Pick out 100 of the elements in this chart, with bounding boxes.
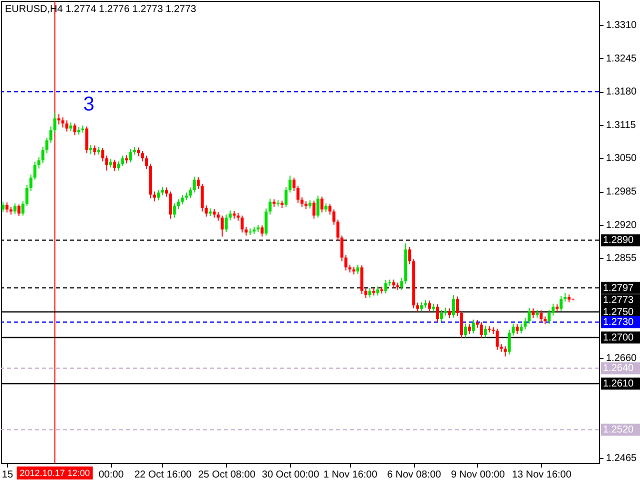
candlestick: [180, 194, 184, 205]
annotation: 3: [83, 94, 94, 116]
y-tick-label: 1.2465: [606, 452, 638, 464]
x-tick-label: 6 Nov 08:00: [387, 470, 442, 480]
candlestick: [141, 150, 144, 162]
candlestick: [200, 183, 204, 212]
ref-line-label: 1.2700: [603, 332, 634, 344]
candlestick: [53, 112, 56, 134]
candlestick: [284, 186, 288, 208]
candlestick: [512, 323, 515, 336]
candlestick: [41, 146, 44, 164]
x-tick-label: 9 Nov 00:00: [450, 470, 506, 480]
y-tick-label: 1.3180: [606, 86, 638, 98]
candlestick: [540, 310, 543, 323]
candlestick: [452, 294, 455, 318]
candlestick: [328, 203, 332, 216]
candlestick: [101, 148, 104, 162]
candlestick: [89, 144, 92, 155]
candlestick: [312, 200, 316, 220]
candlestick: [532, 308, 535, 319]
candlestick: [13, 202, 16, 215]
candlestick: [204, 204, 208, 218]
candlestick: [164, 186, 168, 198]
y-tick-label: 1.3245: [606, 53, 638, 64]
candlestick: [85, 126, 88, 154]
candlestick: [460, 310, 463, 339]
y-tick-label: 1.3115: [606, 120, 636, 131]
candlestick: [376, 286, 380, 296]
candlestick: [121, 155, 124, 166]
y-tick-label: 1.2920: [606, 220, 638, 231]
candlestick: [316, 195, 320, 218]
candlestick: [408, 246, 412, 265]
candlestick: [220, 215, 224, 238]
candlestick: [508, 329, 511, 355]
x-tick-label: 2012.10.17 12:00: [20, 468, 90, 478]
x-tick-label: 1 Nov 16:00: [323, 470, 378, 480]
candlestick: [524, 318, 527, 330]
candlestick: [192, 176, 196, 194]
candlestick: [2, 201, 4, 213]
candlestick: [428, 300, 432, 312]
candlestick: [145, 155, 148, 170]
y-tick-label: 1.2985: [606, 186, 638, 198]
ref-line-label: 1.2797: [603, 282, 634, 294]
candlestick: [260, 224, 264, 238]
candlestick: [384, 280, 388, 294]
x-tick-label: 00:00: [98, 470, 124, 480]
ref-line-label: 1.2730: [603, 317, 634, 328]
candlestick: [468, 324, 471, 334]
candlestick: [364, 288, 368, 299]
candlestick: [528, 307, 531, 324]
candlestick: [17, 204, 20, 217]
y-tick-label: 1.3310: [606, 20, 638, 32]
y-tick-label: 1.2660: [606, 353, 638, 364]
candlestick: [552, 303, 555, 316]
candlestick: [156, 190, 160, 201]
candlestick: [496, 328, 499, 350]
candlestick: [228, 210, 232, 221]
candlestick: [37, 156, 40, 169]
x-tick-label: 15: [2, 470, 14, 480]
text: 1.2773: [603, 295, 634, 306]
candlestick: [33, 161, 36, 180]
candlestick: [416, 302, 420, 312]
candlestick: [344, 254, 348, 271]
ref-line-label: 1.2610: [603, 378, 634, 390]
ref-line-label: 1.2750: [603, 306, 634, 318]
candlestick: [25, 184, 28, 206]
candlestick: [65, 120, 68, 132]
x-tick-label: 22 Oct 16:00: [134, 470, 192, 480]
candlestick: [129, 148, 132, 163]
candlestick: [61, 116, 64, 128]
candlestick: [93, 144, 96, 156]
candlestick: [288, 175, 292, 194]
candlestick: [368, 287, 372, 298]
x-tick-label: 25 Oct 08:00: [198, 470, 256, 480]
candlestick: [480, 322, 483, 339]
candlestick: [336, 219, 340, 242]
candlestick: [516, 324, 519, 334]
candlestick: [240, 215, 244, 234]
candlestick: [320, 196, 324, 214]
candlestick: [29, 174, 32, 192]
candlestick: [57, 114, 60, 125]
ref-line-label: 1.2640: [603, 363, 634, 374]
candlestick: [113, 159, 116, 172]
candlestick: [548, 309, 551, 324]
candlestick: [356, 264, 360, 274]
candlestick: [268, 198, 272, 216]
ref-line-label: 1.2520: [603, 424, 634, 436]
candlestick: [340, 235, 344, 262]
candlestick: [440, 309, 444, 322]
candlestick: [152, 191, 156, 202]
candlestick: [472, 319, 475, 334]
candlestick: [456, 296, 459, 316]
candlestick: [5, 202, 8, 214]
candlestick: [117, 160, 120, 172]
candlestick: [448, 308, 451, 319]
candlestick: [360, 264, 364, 294]
candlestick: [332, 208, 336, 226]
candlestick: [45, 137, 48, 154]
candlestick: [105, 155, 108, 172]
candlestick: [196, 176, 200, 190]
